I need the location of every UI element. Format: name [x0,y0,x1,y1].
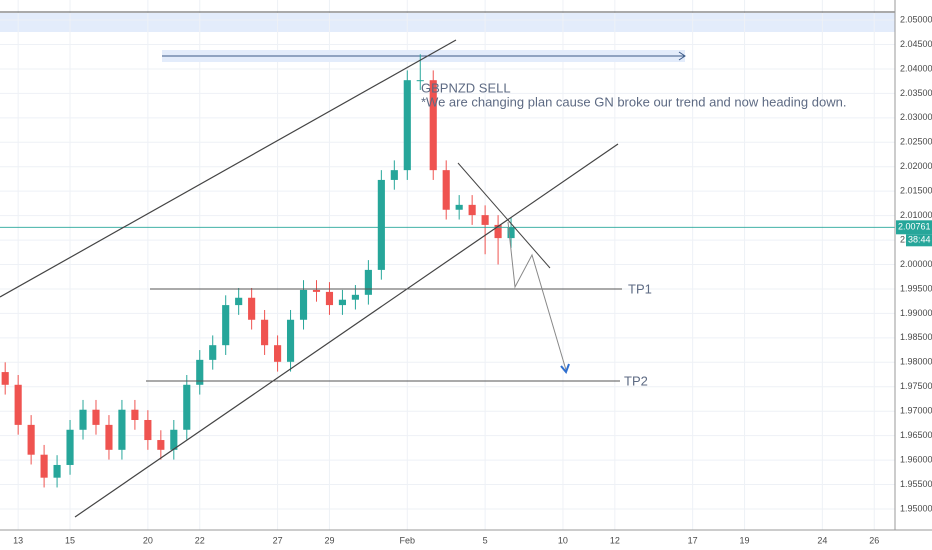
candle-body [442,170,450,210]
candle-body [144,419,152,441]
price-tag-label: 2.00761 [898,222,931,232]
x-tick-label: Feb [400,535,416,545]
x-tick-label: 20 [143,535,153,545]
price-tag [896,220,932,235]
y-tick-label: 2.00000 [900,259,932,269]
candle-body [170,429,178,450]
candle-body [79,409,87,430]
candle-body [390,170,398,180]
candle-body [481,215,489,225]
candle-body [248,297,256,320]
chart-title: GBPNZD SELL [421,80,511,95]
countdown-label: 38:44 [908,235,931,245]
x-tick-label: 17 [688,535,698,545]
y-tick-label: 1.97500 [900,381,932,391]
candle-body [286,319,295,362]
candle-body [209,345,217,360]
y-tick-label: 2.05000 [900,14,932,24]
candle-body [261,319,269,346]
x-tick-label: 13 [13,535,23,545]
tp2-label: TP2 [624,373,648,388]
candle-body [92,409,100,425]
arrow-head [678,51,686,61]
y-tick-label: 2.02500 [900,137,932,147]
candle-body [222,305,230,346]
y-tick-label: 2.01500 [900,186,932,196]
time-axis [0,530,932,550]
candle-body [131,409,139,420]
candle-body [40,454,48,478]
y-tick-label: 1.99500 [900,283,932,293]
x-tick-label: 24 [817,535,827,545]
candle-body [507,227,515,239]
x-tick-label: 15 [65,535,75,545]
candle-body [183,384,191,430]
chart-comment: *We are changing plan cause GN broke our… [421,94,846,109]
y-tick-label: 2.01000 [900,210,932,220]
candle-body [14,384,22,425]
x-tick-label: 27 [273,535,283,545]
x-tick-label: 29 [324,535,334,545]
candle-body [235,297,243,306]
candle-body [105,424,113,450]
candle-body [325,291,334,306]
candle-body [429,80,437,171]
highlight-band [0,13,895,32]
y-tick-label: 2.04000 [900,63,932,73]
y-tick-label: 1.98000 [900,357,932,367]
channel-upper [0,39,457,298]
x-tick-label: 19 [740,535,750,545]
y-tick-label: 1.99000 [900,308,932,318]
candle-body [455,204,463,210]
candle-body [377,179,385,270]
y-tick-label: 1.98500 [900,332,932,342]
y-tick-label: 1.95000 [900,503,932,513]
candle-body [468,204,476,216]
y-tick-label: 1.95500 [900,479,932,489]
candle-body [299,289,308,320]
candle-body [403,80,411,171]
candle-body [416,80,424,82]
candle-body [196,359,204,385]
x-tick-label: 26 [869,535,879,545]
candle-body [66,429,74,465]
x-tick-label: 10 [558,535,568,545]
x-tick-label: 12 [610,535,620,545]
price-axis [895,0,932,550]
countdown-tag [906,234,932,247]
tp1-label: TP1 [628,281,652,296]
y-tick-label: 2.03000 [900,112,932,122]
y-tick-label: 1.97000 [900,406,932,416]
y-tick-label: 2.03500 [900,88,932,98]
candle-body [494,224,502,239]
y-tick-label: 1.96500 [900,430,932,440]
projection-arrow [560,363,570,374]
candle-body [118,409,126,450]
channel-lower [74,143,619,518]
candle-body [338,299,347,306]
candles [0,54,895,488]
candle-body [27,424,35,455]
candle-body [53,464,61,478]
x-tick-label: 22 [195,535,205,545]
candle-body [312,289,321,292]
axes: 1.95000 1.95500 1.96000 1.96500 1.97000 1.975… [13,14,932,545]
x-tick-label: 5 [483,535,488,545]
candle-body [157,440,165,450]
candle-body [274,345,282,362]
wedge-upper [457,162,551,269]
candle-body [351,294,359,300]
y-tick-label: 2.04500 [900,39,932,49]
projection-path [507,221,567,371]
candle-body [364,269,372,295]
y-tick-label: 2.02000 [900,161,932,171]
candle-body [1,372,9,385]
y-tick-label: 1.96000 [900,454,932,464]
